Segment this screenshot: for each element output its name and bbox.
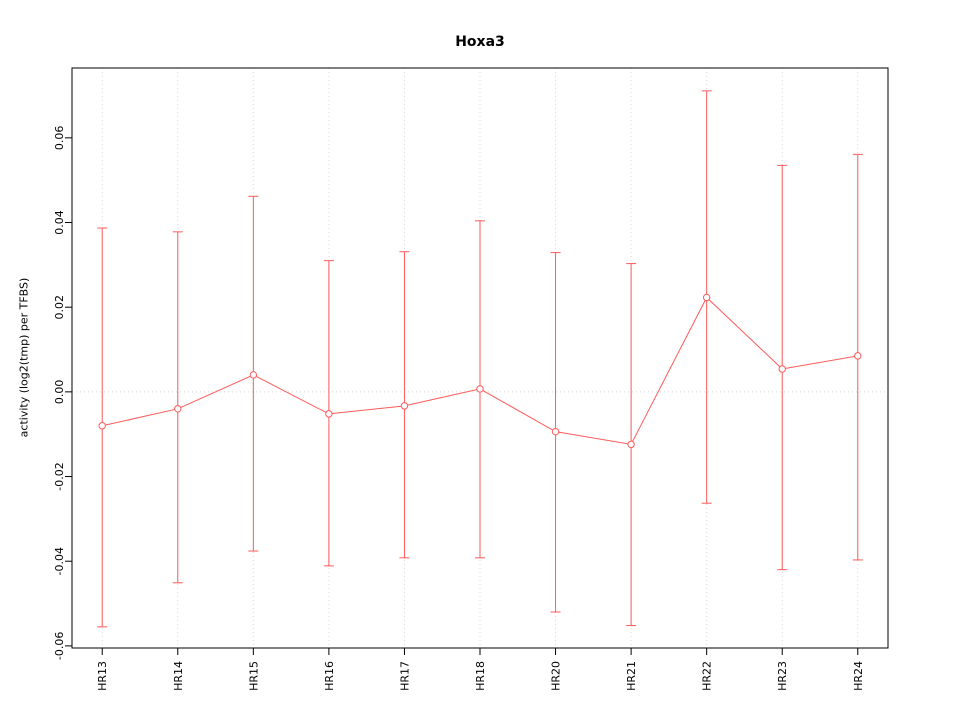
chart-title: Hoxa3 <box>455 34 505 50</box>
x-tick-label: HR24 <box>852 661 865 691</box>
x-tick-label: HR21 <box>625 661 638 691</box>
data-point-marker <box>476 385 484 393</box>
data-point-marker <box>854 352 862 360</box>
x-tick-label: HR22 <box>701 661 714 691</box>
x-tick-label: HR15 <box>247 661 260 691</box>
y-tick-label: -0.04 <box>53 547 66 575</box>
data-point-marker <box>778 365 786 373</box>
y-tick-label: -0.06 <box>53 632 66 660</box>
data-point-marker <box>627 440 635 449</box>
x-tick-label: HR17 <box>398 661 411 691</box>
x-tick-label: HR20 <box>550 661 563 691</box>
data-point-marker <box>551 427 560 436</box>
y-axis-label: activity (log2(tmp) per TFBS) <box>17 277 31 438</box>
x-tick-label: HR16 <box>323 661 336 691</box>
x-tick-label: HR23 <box>776 661 789 691</box>
y-tick-label: 0.00 <box>53 380 66 405</box>
x-tick-label: HR18 <box>474 661 487 691</box>
y-tick-label: 0.02 <box>53 295 66 320</box>
data-point-marker <box>400 402 409 410</box>
y-tick-label: 0.04 <box>53 210 66 235</box>
data-point-marker <box>702 293 711 302</box>
y-tick-label: -0.02 <box>53 462 66 490</box>
data-point-marker <box>249 371 258 379</box>
data-point-marker <box>174 405 182 413</box>
data-point-marker <box>98 422 106 430</box>
x-tick-label: HR14 <box>172 661 185 691</box>
y-tick-label: 0.06 <box>53 126 66 151</box>
data-point-marker <box>325 410 333 418</box>
x-tick-label: HR13 <box>96 661 109 691</box>
